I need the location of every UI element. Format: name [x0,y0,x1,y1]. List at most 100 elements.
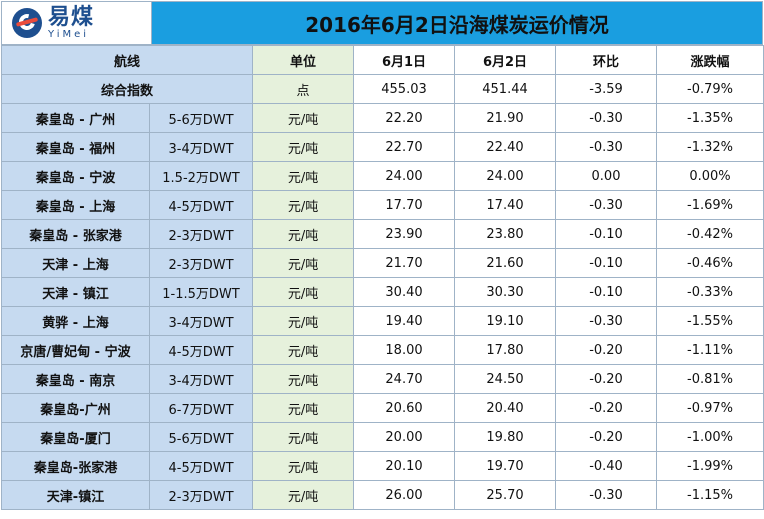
date-2-value: 20.40 [454,393,557,423]
rate-table: 航线 单位 6月1日 6月2日 环比 涨跌幅 综合指数 点 455.03 451… [0,45,764,510]
route-cell: 秦皇岛-广州 [1,393,150,423]
percent-value: -1.69% [656,190,764,220]
vessel-size-cell: 3-4万DWT [148,306,254,336]
route-cell: 秦皇岛 - 宁波 [1,161,150,191]
unit-cell: 元/吨 [252,306,355,336]
unit-cell: 元/吨 [252,161,355,191]
vessel-size-cell: 5-6万DWT [148,422,254,452]
route-cell: 天津 - 镇江 [1,277,150,307]
date-1-value: 20.10 [353,451,456,481]
vessel-size-cell: 4-5万DWT [148,335,254,365]
date-1-value: 19.40 [353,306,456,336]
date-1-value: 22.20 [353,103,456,133]
vessel-size-cell: 4-5万DWT [148,190,254,220]
index-row: 综合指数 点 455.03 451.44 -3.59 -0.79% [0,74,764,104]
vessel-size-cell: 1-1.5万DWT [148,277,254,307]
percent-value: -1.35% [656,103,764,133]
header-unit: 单位 [252,45,355,75]
date-1-value: 17.70 [353,190,456,220]
table-row: 秦皇岛 - 南京 3-4万DWT 元/吨 24.70 24.50 -0.20 -0.81% [1,364,764,394]
header-change: 环比 [555,45,658,75]
unit-cell: 元/吨 [252,480,355,510]
percent-value: -0.81% [656,364,764,394]
table-row: 秦皇岛 - 福州 3-4万DWT 元/吨 22.70 22.40 -0.30 -1.32% [1,132,764,162]
percent-value: -0.97% [656,393,764,423]
percent-value: -1.11% [656,335,764,365]
header-percent: 涨跌幅 [656,45,764,75]
date-1-value: 20.00 [353,422,456,452]
table-row: 天津 - 镇江 1-1.5万DWT 元/吨 30.40 30.30 -0.10 -0.33% [1,277,764,307]
change-value: -0.20 [555,393,658,423]
logo-text: 易煤 YiMei [48,6,94,40]
date-1-value: 24.00 [353,161,456,191]
unit-cell: 元/吨 [252,335,355,365]
change-value: -0.10 [555,248,658,278]
route-cell: 天津-镇江 [1,480,150,510]
change-value: -0.20 [555,364,658,394]
vessel-size-cell: 3-4万DWT [148,132,254,162]
percent-value: -1.55% [656,306,764,336]
date-2-value: 21.60 [454,248,557,278]
date-2-value: 22.40 [454,132,557,162]
change-value: 0.00 [555,161,658,191]
date-2-value: 17.40 [454,190,557,220]
report-header: 易煤 YiMei 2016年6月2日沿海煤炭运价情况 [1,1,763,45]
date-2-value: 23.80 [454,219,557,249]
unit-cell: 元/吨 [252,219,355,249]
date-1-value: 24.70 [353,364,456,394]
date-2-value: 19.80 [454,422,557,452]
date-1-value: 23.90 [353,219,456,249]
vessel-size-cell: 6-7万DWT [148,393,254,423]
route-cell: 秦皇岛 - 张家港 [1,219,150,249]
index-date-2: 451.44 [454,74,557,104]
percent-value: -0.46% [656,248,764,278]
change-value: -0.30 [555,190,658,220]
date-1-value: 21.70 [353,248,456,278]
vessel-size-cell: 2-3万DWT [148,219,254,249]
index-label: 综合指数 [0,74,254,104]
date-1-value: 18.00 [353,335,456,365]
unit-cell: 元/吨 [252,103,355,133]
vessel-size-cell: 2-3万DWT [148,248,254,278]
header-date-1: 6月1日 [353,45,456,75]
table-row: 秦皇岛 - 张家港 2-3万DWT 元/吨 23.90 23.80 -0.10 -0.42% [1,219,764,249]
date-2-value: 21.90 [454,103,557,133]
change-value: -0.10 [555,219,658,249]
unit-cell: 元/吨 [252,190,355,220]
date-2-value: 19.10 [454,306,557,336]
percent-value: -0.42% [656,219,764,249]
vessel-size-cell: 2-3万DWT [148,480,254,510]
report-title: 2016年6月2日沿海煤炭运价情况 [152,2,762,44]
header-date-2: 6月2日 [454,45,557,75]
date-2-value: 17.80 [454,335,557,365]
route-cell: 秦皇岛 - 福州 [1,132,150,162]
header-route: 航线 [0,45,254,75]
route-cell: 天津 - 上海 [1,248,150,278]
percent-value: -1.99% [656,451,764,481]
vessel-size-cell: 3-4万DWT [148,364,254,394]
change-value: -0.10 [555,277,658,307]
change-value: -0.30 [555,103,658,133]
table-row: 黄骅 - 上海 3-4万DWT 元/吨 19.40 19.10 -0.30 -1.55% [1,306,764,336]
change-value: -0.20 [555,335,658,365]
date-2-value: 24.50 [454,364,557,394]
logo-en: YiMei [48,28,90,40]
change-value: -0.30 [555,306,658,336]
date-1-value: 26.00 [353,480,456,510]
logo: 易煤 YiMei [2,2,152,44]
yimei-logo-icon [12,8,42,38]
table-row: 秦皇岛-张家港 4-5万DWT 元/吨 20.10 19.70 -0.40 -1.99% [1,451,764,481]
date-2-value: 25.70 [454,480,557,510]
route-cell: 秦皇岛-张家港 [1,451,150,481]
date-1-value: 30.40 [353,277,456,307]
date-2-value: 19.70 [454,451,557,481]
unit-cell: 元/吨 [252,364,355,394]
table-row: 秦皇岛-厦门 5-6万DWT 元/吨 20.00 19.80 -0.20 -1.00% [1,422,764,452]
unit-cell: 元/吨 [252,451,355,481]
route-cell: 秦皇岛 - 上海 [1,190,150,220]
route-cell: 秦皇岛 - 广州 [1,103,150,133]
unit-cell: 元/吨 [252,132,355,162]
change-value: -0.40 [555,451,658,481]
vessel-size-cell: 5-6万DWT [148,103,254,133]
